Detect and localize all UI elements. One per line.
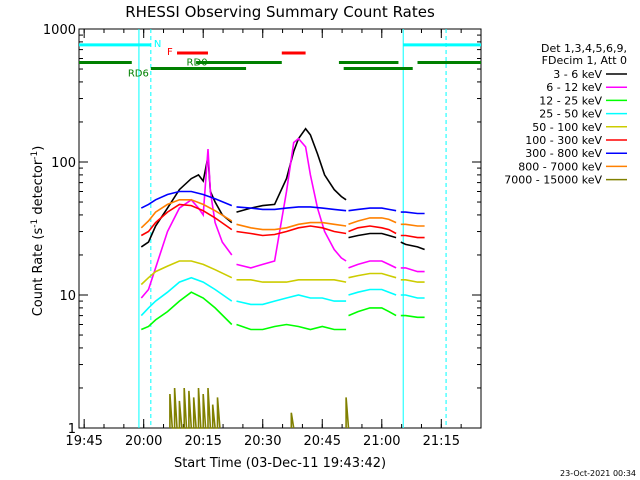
series-line-1: [236, 137, 347, 269]
series-line-3: [348, 288, 397, 296]
legend-entry-label: 100 - 300 keV: [525, 134, 602, 147]
series-line-6: [140, 190, 233, 209]
series-line-7: [348, 217, 397, 226]
flag-label-rd6: RD6: [128, 68, 149, 79]
x-tick-label: 21:15: [423, 434, 460, 449]
series-line-5: [140, 203, 233, 237]
series-line-5: [236, 225, 347, 237]
y-tick-label: 1000: [43, 23, 76, 38]
x-tick-label: 20:30: [244, 434, 281, 449]
x-tick-label: 19:45: [65, 434, 102, 449]
legend-header-line: FDecim 1, Att 0: [542, 54, 627, 67]
series-line-1: [400, 267, 425, 273]
x-tick-label: 20:00: [125, 434, 162, 449]
y-tick-label: 1: [68, 422, 76, 437]
svg-text:Count Rate (s-1 detector-1): Count Rate (s-1 detector-1): [30, 146, 46, 317]
series-line-1: [348, 260, 397, 269]
y-tick-label: 100: [51, 156, 76, 171]
legend-entry-label: 6 - 12 keV: [546, 81, 602, 94]
series-line-0: [140, 156, 233, 248]
series-line-2: [236, 323, 347, 331]
series-line-4: [236, 278, 347, 283]
series-line-3: [236, 294, 347, 306]
legend-entry-label: 50 - 100 keV: [532, 121, 602, 134]
series-line-5: [348, 225, 397, 235]
y-axis-label-sup1: -1: [30, 219, 40, 228]
x-tick-label: 20:45: [304, 434, 341, 449]
footer-date: 23-Oct-2021 00:34: [560, 469, 636, 478]
legend-entry-label: 25 - 50 keV: [539, 108, 602, 121]
series-line-2: [400, 314, 425, 319]
y-axis-label-sup2: -1: [30, 151, 40, 160]
x-tick-label: 20:15: [184, 434, 221, 449]
series-line-4: [348, 272, 397, 279]
plot-frame: [78, 28, 482, 429]
plot-area: 1 10 100 1000 19:45 20:00 20:15 20:30 20:45 21:00…: [43, 23, 482, 449]
series-line-3: [400, 294, 425, 299]
y-axis-label-mid: detector: [31, 159, 46, 219]
x-tick-label: 21:00: [363, 434, 400, 449]
y-axis-label: Count Rate (s-1 detector-1): [30, 146, 46, 317]
series-line-0: [348, 232, 397, 239]
series-line-0: [400, 241, 425, 251]
legend: Det 1,3,4,5,6,9,FDecim 1, Att 03 - 6 keV…: [504, 42, 627, 187]
series-line-6: [236, 206, 347, 212]
series-line-7: [236, 221, 347, 231]
series-line-8: [345, 397, 350, 429]
chart-title: RHESSI Observing Summary Count Rates: [125, 3, 435, 21]
series-line-8: [290, 412, 295, 429]
series-line-6: [348, 207, 397, 212]
series-line-2: [140, 291, 233, 331]
legend-header-line: Det 1,3,4,5,6,9,: [541, 42, 627, 55]
y-axis-label-end: ): [31, 146, 46, 151]
y-tick-label: 10: [59, 289, 76, 304]
legend-entry-label: 3 - 6 keV: [553, 68, 602, 81]
x-axis-label: Start Time (03-Dec-11 19:43:42): [174, 456, 386, 471]
series-line-4: [400, 278, 425, 283]
series-line-4: [140, 260, 233, 286]
flag-label-rd0: RD0: [187, 57, 208, 68]
series-line-2: [348, 307, 397, 317]
flag-label-n: N: [154, 39, 161, 50]
y-axis-label-main: Count Rate (s: [31, 228, 46, 317]
legend-entry-label: 300 - 800 keV: [525, 147, 602, 160]
series-line-3: [140, 276, 233, 317]
series-line-6: [400, 211, 425, 215]
legend-entry-label: 7000 - 15000 keV: [504, 174, 602, 187]
flag-label-f: F: [167, 47, 173, 58]
legend-entry-label: 12 - 25 keV: [539, 94, 602, 107]
series-line-7: [400, 223, 425, 227]
series-line-7: [140, 199, 233, 229]
series-line-0: [236, 127, 347, 213]
series-line-5: [400, 234, 425, 239]
legend-entry-label: 800 - 7000 keV: [518, 160, 602, 173]
series-line-8: [169, 387, 221, 429]
